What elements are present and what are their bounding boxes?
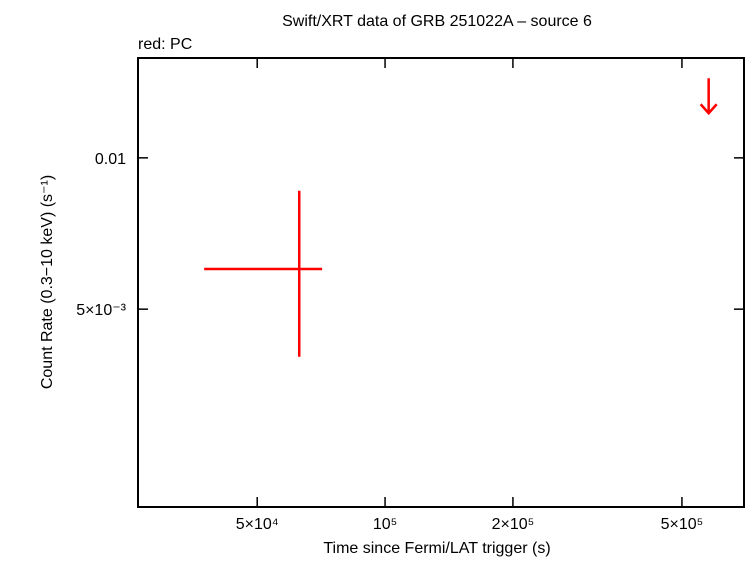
x-tick-label: 10⁵	[373, 516, 397, 533]
x-axis-label: Time since Fermi/LAT trigger (s)	[323, 540, 550, 557]
upper-limit-arrow	[699, 78, 718, 116]
chart-title: Swift/XRT data of GRB 251022A – source 6	[282, 13, 592, 30]
y-axis-label: Count Rate (0.3−10 keV) (s⁻¹)	[39, 175, 56, 389]
annotation: red: PC	[138, 36, 192, 53]
y-tick-label: 5×10⁻³	[76, 302, 126, 319]
x-tick-label: 5×10⁴	[236, 516, 279, 533]
plot-frame	[137, 57, 745, 508]
x-tick-label: 5×10⁵	[661, 516, 704, 533]
y-tick-label: 0.01	[95, 151, 126, 168]
x-tick-label: 2×10⁵	[492, 516, 535, 533]
